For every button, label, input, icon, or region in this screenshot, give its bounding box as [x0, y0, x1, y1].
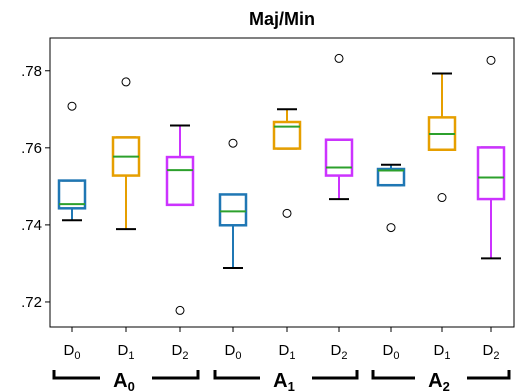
group-axis: A0 A1 A2: [52, 370, 511, 392]
outlier-point: [437, 193, 447, 203]
box-A0-D1: [111, 77, 141, 231]
iqr-box: [376, 167, 406, 187]
x-tick-label: D0: [64, 342, 81, 362]
y-tick-label: .76: [21, 140, 42, 157]
outlier-point: [282, 208, 292, 218]
y-axis: .72 .74 .76 .78: [21, 63, 50, 311]
group-label: A1: [273, 370, 295, 392]
outlier-point: [228, 138, 238, 148]
group-label: A2: [428, 370, 450, 392]
box-A2-D2: [476, 55, 506, 260]
x-tick-label: D2: [172, 342, 189, 362]
box-A2-D1: [427, 72, 457, 203]
group-bracket-left: [371, 370, 415, 380]
outlier-point: [175, 305, 185, 315]
group-A0: A0: [52, 370, 200, 392]
x-tick-label: D0: [383, 342, 400, 362]
iqr-box: [57, 179, 87, 210]
box-A2-D0: [376, 163, 406, 233]
y-tick-label: .72: [21, 294, 42, 311]
x-tick-label: D1: [279, 342, 296, 362]
outlier-point: [386, 223, 396, 233]
group-A2: A2: [371, 370, 511, 392]
y-tick-label: .74: [21, 217, 42, 234]
x-axis: D0 D1 D2 D0 D1 D2 D0 D1 D2: [64, 327, 500, 362]
group-A1: A1: [213, 370, 359, 392]
x-tick-label: D2: [483, 342, 500, 362]
iqr-box: [218, 193, 248, 227]
y-tick-label: .78: [21, 63, 42, 80]
group-bracket-left: [52, 370, 100, 380]
group-bracket-left: [213, 370, 260, 380]
box-A0-D0: [57, 101, 87, 222]
iqr-box: [476, 146, 506, 201]
iqr-box: [272, 120, 302, 150]
x-tick-label: D1: [118, 342, 135, 362]
x-tick-label: D2: [331, 342, 348, 362]
outlier-point: [486, 55, 496, 65]
iqr-box: [165, 155, 195, 207]
x-tick-label: D1: [434, 342, 451, 362]
iqr-box: [324, 138, 354, 177]
group-bracket-right: [467, 370, 511, 380]
group-bracket-right: [152, 370, 200, 380]
box-A1-D0: [218, 138, 248, 270]
outlier-point: [121, 77, 131, 87]
outlier-point: [67, 101, 77, 111]
chart-title: Maj/Min: [249, 9, 315, 29]
box-series: [57, 53, 506, 315]
group-label: A0: [113, 370, 135, 392]
x-tick-label: D0: [225, 342, 242, 362]
box-A1-D1: [272, 108, 302, 218]
plot-area: [49, 37, 515, 328]
outlier-point: [334, 53, 344, 63]
box-A0-D2: [165, 124, 195, 315]
box-A1-D2: [324, 53, 354, 201]
group-bracket-right: [312, 370, 359, 380]
